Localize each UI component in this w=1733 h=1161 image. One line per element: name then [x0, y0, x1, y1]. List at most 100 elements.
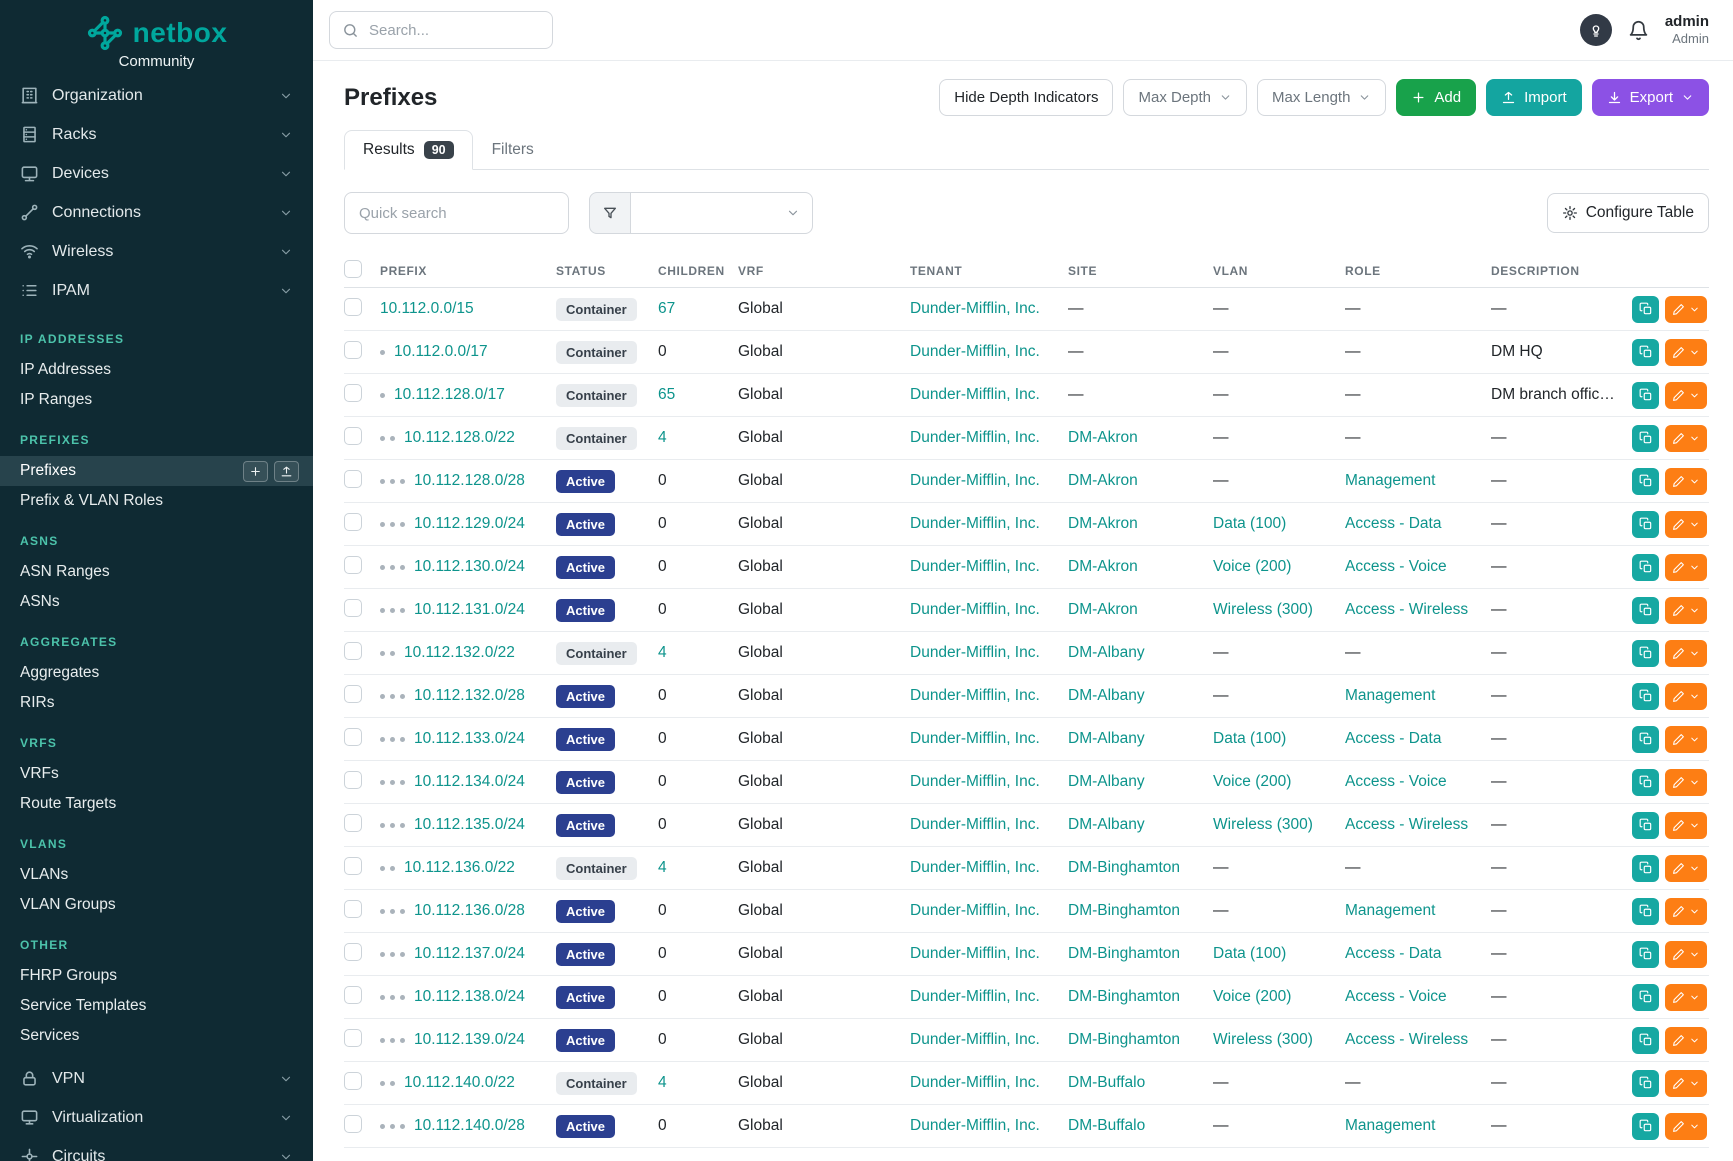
row-checkbox[interactable] — [344, 985, 362, 1004]
row-checkbox[interactable] — [344, 469, 362, 488]
tenant-link[interactable]: Dunder-Mifflin, Inc. — [910, 1031, 1040, 1048]
column-header-status[interactable]: STATUS — [556, 263, 606, 278]
edit-button[interactable] — [1665, 725, 1707, 753]
children-count[interactable]: 4 — [658, 859, 667, 876]
prefix-link[interactable]: 10.112.128.0/28 — [414, 472, 525, 489]
filter-button[interactable] — [589, 192, 631, 234]
copy-button[interactable] — [1632, 983, 1659, 1011]
edit-button[interactable] — [1665, 295, 1707, 323]
row-checkbox[interactable] — [344, 297, 362, 316]
export-button[interactable]: Export — [1591, 79, 1709, 116]
role-value[interactable]: Management — [1345, 687, 1436, 704]
copy-button[interactable] — [1632, 553, 1659, 581]
prefix-link[interactable]: 10.112.139.0/24 — [414, 1031, 525, 1048]
row-checkbox[interactable] — [344, 684, 362, 703]
copy-button[interactable] — [1632, 725, 1659, 753]
configure-table-button[interactable]: Configure Table — [1546, 193, 1709, 233]
tenant-link[interactable]: Dunder-Mifflin, Inc. — [910, 902, 1040, 919]
global-search-box[interactable] — [329, 11, 553, 49]
edit-button[interactable] — [1665, 1069, 1707, 1097]
sidebar-item-vlan-groups[interactable]: VLAN Groups — [0, 890, 313, 920]
import-button[interactable]: Import — [1486, 79, 1582, 116]
tenant-link[interactable]: Dunder-Mifflin, Inc. — [910, 515, 1040, 532]
sidebar-item-vrfs[interactable]: VRFs — [0, 759, 313, 789]
sidebar-item-virtualization[interactable]: Virtualization — [0, 1098, 313, 1137]
copy-button[interactable] — [1632, 940, 1659, 968]
copy-button[interactable] — [1632, 381, 1659, 409]
site-value[interactable]: DM-Albany — [1068, 773, 1145, 790]
add-button[interactable]: Add — [1396, 79, 1477, 116]
copy-button[interactable] — [1632, 639, 1659, 667]
sidebar-item-circuits[interactable]: Circuits — [0, 1137, 313, 1161]
row-checkbox[interactable] — [344, 512, 362, 531]
role-value[interactable]: Access - Data — [1345, 515, 1442, 532]
vlan-value[interactable]: Voice (200) — [1213, 988, 1292, 1005]
site-value[interactable]: DM-Akron — [1068, 515, 1138, 532]
copy-button[interactable] — [1632, 424, 1659, 452]
sidebar-item-services[interactable]: Services — [0, 1021, 313, 1051]
prefix-link[interactable]: 10.112.132.0/28 — [414, 687, 525, 704]
edit-button[interactable] — [1665, 682, 1707, 710]
row-checkbox[interactable] — [344, 899, 362, 918]
copy-button[interactable] — [1632, 1112, 1659, 1140]
sidebar-item-devices[interactable]: Devices — [0, 154, 313, 193]
prefix-link[interactable]: 10.112.0.0/15 — [380, 300, 474, 317]
sidebar-item-prefixes[interactable]: Prefixes — [0, 456, 313, 486]
row-checkbox[interactable] — [344, 340, 362, 359]
children-count[interactable]: 4 — [658, 429, 667, 446]
sidebar-item-ipam[interactable]: IPAM — [0, 271, 313, 310]
tenant-link[interactable]: Dunder-Mifflin, Inc. — [910, 859, 1040, 876]
sidebar-item-aggregates[interactable]: Aggregates — [0, 658, 313, 688]
row-checkbox[interactable] — [344, 426, 362, 445]
sidebar-item-wireless[interactable]: Wireless — [0, 232, 313, 271]
prefix-link[interactable]: 10.112.133.0/24 — [414, 730, 525, 747]
prefix-link[interactable]: 10.112.134.0/24 — [414, 773, 525, 790]
prefix-link[interactable]: 10.112.140.0/28 — [414, 1117, 525, 1134]
vlan-value[interactable]: Data (100) — [1213, 515, 1287, 532]
column-header-prefix[interactable]: PREFIX — [380, 263, 427, 278]
site-value[interactable]: DM-Binghamton — [1068, 1031, 1180, 1048]
max-length-dropdown[interactable]: Max Length — [1257, 79, 1387, 116]
user-menu[interactable]: admin Admin — [1665, 13, 1709, 47]
sidebar-item-organization[interactable]: Organization — [0, 76, 313, 115]
copy-button[interactable] — [1632, 467, 1659, 495]
row-checkbox[interactable] — [344, 813, 362, 832]
row-checkbox[interactable] — [344, 555, 362, 574]
prefix-link[interactable]: 10.112.132.0/22 — [404, 644, 515, 661]
sidebar-item-route-targets[interactable]: Route Targets — [0, 789, 313, 819]
edit-button[interactable] — [1665, 639, 1707, 667]
site-value[interactable]: DM-Binghamton — [1068, 859, 1180, 876]
sidebar-item-rirs[interactable]: RIRs — [0, 688, 313, 718]
row-checkbox[interactable] — [344, 856, 362, 875]
row-checkbox[interactable] — [344, 1071, 362, 1090]
role-value[interactable]: Management — [1345, 1117, 1436, 1134]
sidebar-item-ip-addresses[interactable]: IP Addresses — [0, 355, 313, 385]
prefix-link[interactable]: 10.112.140.0/22 — [404, 1074, 515, 1091]
row-checkbox[interactable] — [344, 727, 362, 746]
column-header-description[interactable]: DESCRIPTION — [1491, 263, 1580, 278]
children-count[interactable]: 4 — [658, 1074, 667, 1091]
prefix-link[interactable]: 10.112.130.0/24 — [414, 558, 525, 575]
theme-toggle-button[interactable] — [1579, 14, 1612, 46]
column-header-vrf[interactable]: VRF — [738, 263, 764, 278]
site-value[interactable]: DM-Buffalo — [1068, 1117, 1146, 1134]
site-value[interactable]: DM-Albany — [1068, 644, 1145, 661]
vlan-value[interactable]: Wireless (300) — [1213, 1031, 1313, 1048]
tenant-link[interactable]: Dunder-Mifflin, Inc. — [910, 386, 1040, 403]
quick-search-input[interactable] — [344, 192, 569, 234]
sidebar-item-vlans[interactable]: VLANs — [0, 860, 313, 890]
tenant-link[interactable]: Dunder-Mifflin, Inc. — [910, 945, 1040, 962]
copy-button[interactable] — [1632, 510, 1659, 538]
sidebar-item-vpn[interactable]: VPN — [0, 1059, 313, 1098]
edit-button[interactable] — [1665, 553, 1707, 581]
edit-button[interactable] — [1665, 381, 1707, 409]
site-value[interactable]: DM-Akron — [1068, 558, 1138, 575]
tab-results[interactable]: Results 90 — [344, 130, 473, 170]
brand-logo[interactable]: netbox Community — [0, 0, 313, 76]
sidebar-item-prefix-vlan-roles[interactable]: Prefix & VLAN Roles — [0, 486, 313, 516]
tenant-link[interactable]: Dunder-Mifflin, Inc. — [910, 644, 1040, 661]
children-count[interactable]: 4 — [658, 644, 667, 661]
prefix-link[interactable]: 10.112.128.0/17 — [394, 386, 505, 403]
copy-button[interactable] — [1632, 854, 1659, 882]
tenant-link[interactable]: Dunder-Mifflin, Inc. — [910, 1074, 1040, 1091]
